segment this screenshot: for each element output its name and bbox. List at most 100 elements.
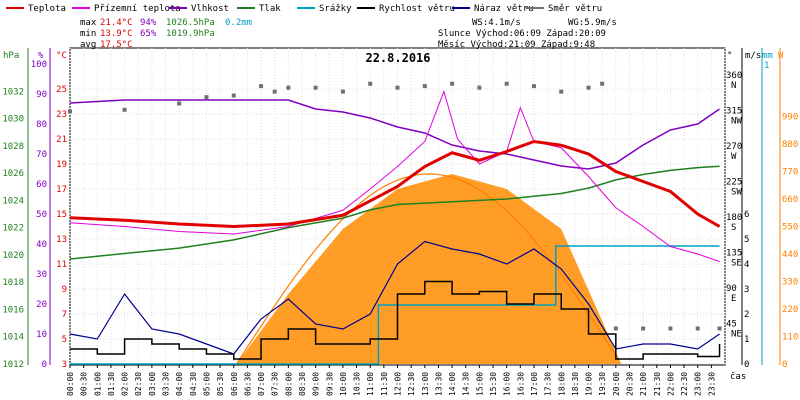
wind-direction-point xyxy=(586,85,591,90)
solar-tick-label: 0 xyxy=(782,360,787,370)
temperature-tick-label: 25 xyxy=(56,85,67,95)
humidity-tick-label: 0 xyxy=(42,360,47,370)
wind-direction-tick-compass: NW xyxy=(731,116,742,126)
stat-min-temp: 13.9°C xyxy=(100,29,133,39)
x-tick-label: 03:30 xyxy=(162,372,171,396)
temperature-tick-label: 11 xyxy=(56,260,67,270)
stat-min-humidity: 65% xyxy=(140,29,157,39)
wind-direction-tick-degrees: 180 xyxy=(726,213,742,223)
wind-direction-point xyxy=(340,89,345,94)
temperature-tick-label: 17 xyxy=(56,185,67,195)
sun-info: Slunce Východ:06:09 Západ:20:09 xyxy=(438,29,606,39)
pressure-tick-label: 1030 xyxy=(2,115,24,125)
chart-title: 22.8.2016 xyxy=(365,51,430,65)
solar-tick-label: 880 xyxy=(782,140,798,150)
solar-tick-label: 220 xyxy=(782,305,798,315)
wind-speed-tick-label: 2 xyxy=(744,310,749,320)
x-tick-label: 19:00 xyxy=(585,372,594,396)
axis-unit-mm: mm xyxy=(762,51,773,61)
wind-direction-point xyxy=(477,85,482,90)
stat-max-pressure: 1026.5hPa xyxy=(166,18,215,28)
x-tick-label: 20:30 xyxy=(625,372,634,396)
humidity-tick-label: 30 xyxy=(36,270,47,280)
x-tick-label: 01:30 xyxy=(107,372,116,396)
x-tick-label: 17:00 xyxy=(530,372,539,396)
humidity-tick-label: 40 xyxy=(36,240,47,250)
x-tick-label: 07:30 xyxy=(271,372,280,396)
axis-unit-ms: m/s xyxy=(745,51,761,61)
solar-tick-label: 550 xyxy=(782,223,798,233)
legend-label: Přízemní teplota xyxy=(94,4,181,14)
humidity-tick-label: 50 xyxy=(36,210,47,220)
wind-direction-point xyxy=(259,84,264,89)
wind-direction-point xyxy=(695,326,700,331)
x-tick-label: 05:00 xyxy=(202,372,211,396)
wind-direction-point xyxy=(272,89,277,94)
legend-label: Srážky xyxy=(319,4,352,14)
wind-direction-tick-compass: S xyxy=(731,223,736,233)
wind-direction-point xyxy=(600,81,605,86)
x-tick-label: 20:00 xyxy=(612,372,621,396)
wind-direction-point xyxy=(422,84,427,89)
series-humidity-line xyxy=(69,99,720,170)
wind-direction-point xyxy=(177,101,182,106)
temperature-tick-label: 15 xyxy=(56,210,67,220)
solar-tick-label: 990 xyxy=(782,113,798,123)
x-tick-label: 06:30 xyxy=(243,372,252,396)
series-rain-line xyxy=(70,245,720,365)
x-tick-label: 02:00 xyxy=(121,372,130,396)
wind-direction-point xyxy=(68,109,72,114)
legend-label: Rychlost větru xyxy=(379,4,455,14)
x-tick-label: 01:00 xyxy=(93,372,102,396)
wind-direction-tick-compass: SW xyxy=(731,187,742,197)
x-tick-label: 22:30 xyxy=(680,372,689,396)
wind-direction-tick-compass: SE xyxy=(731,258,742,268)
wind-direction-tick-degrees: 315 xyxy=(726,106,742,116)
solar-tick-label: 440 xyxy=(782,250,798,260)
solar-theoretical-curve xyxy=(235,173,620,365)
x-tick-label: 16:00 xyxy=(503,372,512,396)
stat-min-pressure: 1019.9hPa xyxy=(166,29,215,39)
x-tick-label: 04:00 xyxy=(175,372,184,396)
pressure-tick-label: 1024 xyxy=(2,196,24,206)
humidity-tick-label: 70 xyxy=(36,150,47,160)
solar-tick-label: 110 xyxy=(782,333,798,343)
x-tick-label: 04:30 xyxy=(189,372,198,396)
temperature-tick-label: 13 xyxy=(56,235,67,245)
wind-direction-point xyxy=(395,85,400,90)
humidity-tick-label: 60 xyxy=(36,180,47,190)
wind-direction-point xyxy=(204,95,209,100)
wind-speed-tick-label: 0 xyxy=(744,360,749,370)
humidity-tick-label: 90 xyxy=(36,90,47,100)
x-tick-label: 12:00 xyxy=(394,372,403,396)
wind-direction-tick-degrees: 270 xyxy=(726,142,742,152)
pressure-tick-label: 1016 xyxy=(2,305,24,315)
x-tick-label: 14:30 xyxy=(462,372,471,396)
axis-unit-time: čas xyxy=(730,371,746,382)
wind-direction-tick-degrees: 360 xyxy=(726,71,742,81)
x-tick-label: 00:30 xyxy=(80,372,89,396)
x-tick-label: 19:30 xyxy=(598,372,607,396)
temperature-tick-label: 23 xyxy=(56,110,67,120)
wind-speed-tick-label: 3 xyxy=(744,285,749,295)
pressure-tick-label: 1028 xyxy=(2,142,24,152)
legend-label: Náraz větru xyxy=(474,4,534,14)
stat-rain: 0.2mm xyxy=(225,18,252,28)
humidity-tick-label: 10 xyxy=(36,330,47,340)
x-tick-label: 10:00 xyxy=(339,372,348,396)
wind-direction-tick-degrees: 45 xyxy=(726,319,737,329)
pressure-tick-label: 1018 xyxy=(2,278,24,288)
temperature-tick-label: 21 xyxy=(56,135,67,145)
wind-direction-tick-compass: NE xyxy=(731,329,742,339)
x-tick-label: 15:30 xyxy=(489,372,498,396)
x-tick-label: 03:00 xyxy=(148,372,157,396)
pressure-tick-label: 1020 xyxy=(2,251,24,261)
moon-info: Měsíc Východ:21:09 Západ:9:48 xyxy=(438,40,595,50)
axis-unit-pct: % xyxy=(38,51,44,61)
solar-tick-label: 330 xyxy=(782,278,798,288)
pressure-tick-label: 1026 xyxy=(2,169,24,179)
wind-direction-tick-compass: W xyxy=(731,152,737,162)
axis-unit-degc: °C xyxy=(56,51,67,61)
wind-direction-point xyxy=(122,107,127,112)
stat-max-label: max xyxy=(80,18,97,28)
